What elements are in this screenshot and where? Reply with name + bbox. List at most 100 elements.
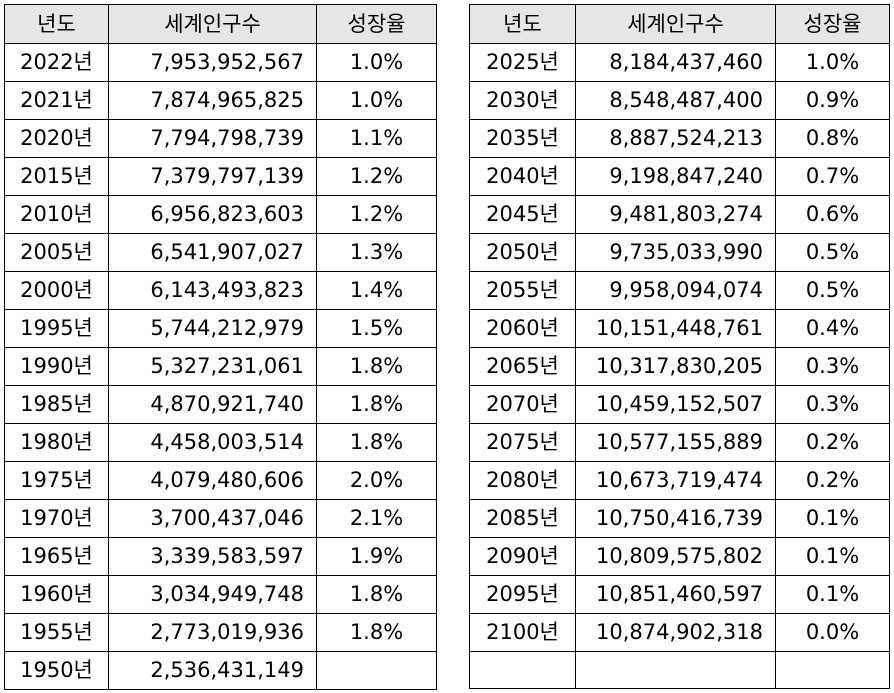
population-cell: 7,874,965,825 [108, 81, 317, 120]
growth-rate-cell: 0.7% [775, 157, 890, 196]
year-cell: 1980년 [4, 423, 109, 462]
population-cell: 3,034,949,748 [108, 575, 317, 614]
table-row: 2035년 8,887,524,213 0.8% [469, 119, 890, 158]
growth-rate-cell: 0.0% [775, 613, 890, 652]
table-row: 1950년 2,536,431,149 [4, 651, 437, 690]
table-row: 1980년 4,458,003,514 1.8% [4, 423, 437, 462]
population-table-projection: 년도 세계인구수 성장율 2025년 8,184,437,460 1.0% 2030년… [469, 4, 890, 689]
growth-rate-cell: 0.8% [775, 119, 890, 158]
population-cell: 5,327,231,061 [108, 347, 317, 386]
table-row: 2010년 6,956,823,603 1.2% [4, 195, 437, 234]
header-growth-rate: 성장율 [316, 4, 437, 44]
table-header: 년도 세계인구수 성장율 [469, 4, 890, 44]
growth-rate-cell: 1.0% [775, 43, 890, 82]
header-row: 년도 세계인구수 성장율 [469, 4, 890, 44]
table-row: 2075년 10,577,155,889 0.2% [469, 423, 890, 462]
growth-rate-cell: 0.3% [775, 385, 890, 424]
growth-rate-cell: 0.4% [775, 309, 890, 348]
population-cell: 5,744,212,979 [108, 309, 317, 348]
year-cell: 2020년 [4, 119, 109, 158]
year-cell: 1995년 [4, 309, 109, 348]
population-table-historical: 년도 세계인구수 성장율 2022년 7,953,952,567 1.0% 2021년… [4, 4, 437, 690]
growth-rate-cell: 0.5% [775, 271, 890, 310]
table-row: 2020년 7,794,798,739 1.1% [4, 119, 437, 158]
table-row: 2055년 9,958,094,074 0.5% [469, 271, 890, 310]
table-row: 1990년 5,327,231,061 1.8% [4, 347, 437, 386]
header-growth-rate: 성장율 [775, 4, 890, 44]
population-cell: 6,143,493,823 [108, 271, 317, 310]
year-cell: 2100년 [469, 613, 576, 652]
table-row: 2090년 10,809,575,802 0.1% [469, 537, 890, 576]
population-cell [575, 651, 776, 689]
growth-rate-cell: 1.0% [316, 43, 437, 82]
year-cell: 2065년 [469, 347, 576, 386]
population-cell: 9,735,033,990 [575, 233, 776, 272]
population-cell: 10,851,460,597 [575, 575, 776, 614]
population-cell: 4,458,003,514 [108, 423, 317, 462]
growth-rate-cell: 1.9% [316, 537, 437, 576]
population-cell: 8,184,437,460 [575, 43, 776, 82]
table-row: 2070년 10,459,152,507 0.3% [469, 385, 890, 424]
year-cell: 2095년 [469, 575, 576, 614]
growth-rate-cell: 1.0% [316, 81, 437, 120]
population-cell: 10,317,830,205 [575, 347, 776, 386]
growth-rate-cell: 1.4% [316, 271, 437, 310]
table-row: 2025년 8,184,437,460 1.0% [469, 43, 890, 82]
table-row: 2065년 10,317,830,205 0.3% [469, 347, 890, 386]
growth-rate-cell: 1.8% [316, 385, 437, 424]
table-row: 1965년 3,339,583,597 1.9% [4, 537, 437, 576]
table-row: 1970년 3,700,437,046 2.1% [4, 499, 437, 538]
growth-rate-cell: 2.0% [316, 461, 437, 500]
population-cell: 9,958,094,074 [575, 271, 776, 310]
year-cell: 2075년 [469, 423, 576, 462]
table-row: 2085년 10,750,416,739 0.1% [469, 499, 890, 538]
growth-rate-cell: 1.8% [316, 347, 437, 386]
growth-rate-cell: 1.8% [316, 613, 437, 652]
year-cell: 2010년 [4, 195, 109, 234]
population-cell: 7,953,952,567 [108, 43, 317, 82]
year-cell: 2080년 [469, 461, 576, 500]
header-year: 년도 [4, 4, 109, 44]
table-row: 2050년 9,735,033,990 0.5% [469, 233, 890, 272]
population-cell: 7,794,798,739 [108, 119, 317, 158]
table-row: 2000년 6,143,493,823 1.4% [4, 271, 437, 310]
population-cell: 9,481,803,274 [575, 195, 776, 234]
growth-rate-cell: 1.8% [316, 423, 437, 462]
year-cell: 1985년 [4, 385, 109, 424]
table-body: 2025년 8,184,437,460 1.0% 2030년 8,548,487,400… [469, 43, 890, 689]
year-cell: 2022년 [4, 43, 109, 82]
table-row: 1960년 3,034,949,748 1.8% [4, 575, 437, 614]
population-cell: 10,809,575,802 [575, 537, 776, 576]
year-cell: 1970년 [4, 499, 109, 538]
growth-rate-cell: 2.1% [316, 499, 437, 538]
table-row: 1995년 5,744,212,979 1.5% [4, 309, 437, 348]
growth-rate-cell: 0.9% [775, 81, 890, 120]
table-row: 2030년 8,548,487,400 0.9% [469, 81, 890, 120]
table-row: 2005년 6,541,907,027 1.3% [4, 233, 437, 272]
table-row: 2095년 10,851,460,597 0.1% [469, 575, 890, 614]
table-row: 2040년 9,198,847,240 0.7% [469, 157, 890, 196]
population-cell: 2,773,019,936 [108, 613, 317, 652]
growth-rate-cell: 1.5% [316, 309, 437, 348]
population-cell: 6,541,907,027 [108, 233, 317, 272]
year-cell: 2085년 [469, 499, 576, 538]
table-row [469, 651, 890, 689]
population-cell: 10,673,719,474 [575, 461, 776, 500]
population-cell: 4,870,921,740 [108, 385, 317, 424]
population-cell: 10,750,416,739 [575, 499, 776, 538]
population-cell: 3,339,583,597 [108, 537, 317, 576]
table-row: 2045년 9,481,803,274 0.6% [469, 195, 890, 234]
growth-rate-cell: 0.1% [775, 575, 890, 614]
population-cell: 4,079,480,606 [108, 461, 317, 500]
population-cell: 10,151,448,761 [575, 309, 776, 348]
year-cell: 2021년 [4, 81, 109, 120]
growth-rate-cell: 0.1% [775, 537, 890, 576]
population-cell: 8,548,487,400 [575, 81, 776, 120]
growth-rate-cell: 0.6% [775, 195, 890, 234]
growth-rate-cell: 0.5% [775, 233, 890, 272]
growth-rate-cell: 1.8% [316, 575, 437, 614]
table-row: 2100년 10,874,902,318 0.0% [469, 613, 890, 652]
year-cell: 2025년 [469, 43, 576, 82]
table-row: 2015년 7,379,797,139 1.2% [4, 157, 437, 196]
table-row: 1985년 4,870,921,740 1.8% [4, 385, 437, 424]
